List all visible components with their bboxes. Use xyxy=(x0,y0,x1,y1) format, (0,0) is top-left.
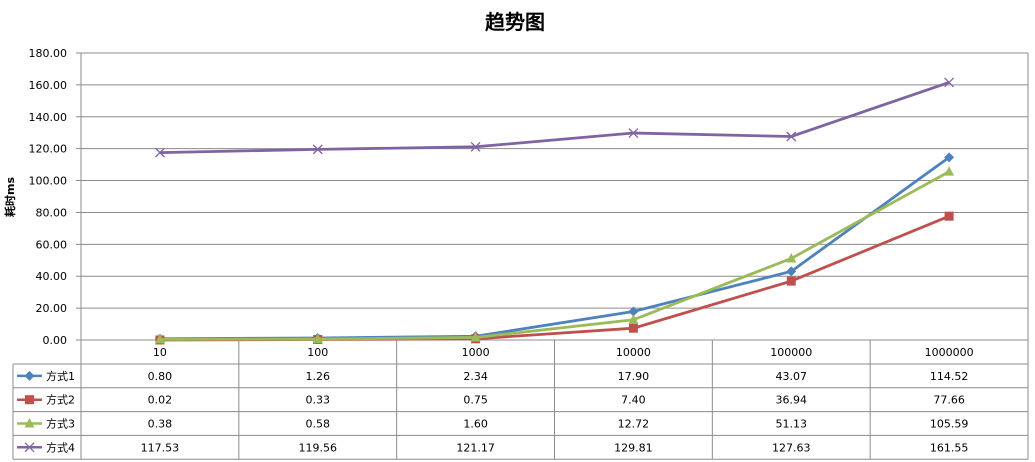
table-cell-value: 1.60 xyxy=(463,418,488,431)
table-cell-value: 127.63 xyxy=(772,441,811,454)
legend-label: 方式3 xyxy=(46,417,75,431)
series-方式3 xyxy=(154,166,955,344)
y-tick-label: 40.00 xyxy=(36,270,68,283)
data-point xyxy=(944,152,955,163)
table-cell-value: 0.33 xyxy=(306,394,331,407)
data-point xyxy=(24,442,35,453)
data-point xyxy=(786,131,797,142)
table-cell-value: 51.13 xyxy=(776,418,808,431)
y-tick-label: 160.00 xyxy=(29,79,68,92)
x-tick-label: 10000 xyxy=(616,346,651,359)
table-cell-value: 0.58 xyxy=(306,418,331,431)
data-point xyxy=(944,77,955,88)
y-tick-label: 0.00 xyxy=(43,334,68,347)
table-cell-value: 119.56 xyxy=(299,441,338,454)
data-table: 10 100 1000 10000 100000 1000000 方式1 0.80 1.26 2.… xyxy=(12,340,1029,460)
table-cell-value: 12.72 xyxy=(618,418,650,431)
y-tick-label: 60.00 xyxy=(36,238,68,251)
data-point xyxy=(25,395,34,405)
table-cell-value: 77.66 xyxy=(933,394,965,407)
y-tick-label: 20.00 xyxy=(36,302,68,315)
legend-item: 方式4 xyxy=(17,440,75,454)
x-tick-label: 100 xyxy=(307,346,328,359)
data-point xyxy=(470,331,481,342)
data-point xyxy=(628,306,639,317)
x-tick-label: 10 xyxy=(153,346,167,359)
data-point xyxy=(944,211,954,221)
table-cell-value: 36.94 xyxy=(776,394,808,407)
table-cell-value: 0.38 xyxy=(148,418,173,431)
table-cell-value: 114.52 xyxy=(930,370,969,383)
legend-item: 方式3 xyxy=(17,417,75,431)
data-point xyxy=(786,252,797,263)
data-point xyxy=(470,141,481,152)
series-方式4 xyxy=(154,77,955,158)
legend-label: 方式2 xyxy=(46,393,75,407)
table-cell-value: 161.55 xyxy=(930,441,969,454)
chart-title: 趋势图 xyxy=(485,10,545,34)
y-axis-ticks: 0.00 20.00 40.00 60.00 80.00 100.00 120.00 140.… xyxy=(29,47,68,347)
y-tick-label: 100.00 xyxy=(29,175,68,188)
table-cell-value: 43.07 xyxy=(776,370,808,383)
data-point xyxy=(628,314,639,324)
y-axis-label: 耗时ms xyxy=(3,177,17,217)
data-point xyxy=(944,166,955,176)
table-cell-value: 117.53 xyxy=(141,441,180,454)
table-cell-value: 7.40 xyxy=(621,394,646,407)
series-line xyxy=(159,170,950,341)
table-cell-value: 0.75 xyxy=(463,394,488,407)
x-tick-label: 1000 xyxy=(462,346,490,359)
x-tick-label: 1000000 xyxy=(925,346,974,359)
data-point xyxy=(24,418,35,428)
data-point xyxy=(786,266,797,277)
data-point xyxy=(154,147,165,158)
legend-label: 方式4 xyxy=(46,440,75,454)
data-point xyxy=(786,276,796,286)
table-cell-value: 0.80 xyxy=(148,370,173,383)
data-point xyxy=(154,333,165,344)
legend-label: 方式1 xyxy=(46,369,75,383)
data-point xyxy=(312,333,323,344)
y-tick-label: 80.00 xyxy=(36,206,68,219)
legend-item: 方式2 xyxy=(17,393,75,407)
data-point xyxy=(312,144,323,155)
table-cell-value: 105.59 xyxy=(930,418,969,431)
table-cell-value: 2.34 xyxy=(463,370,488,383)
legend-item: 方式1 xyxy=(17,369,75,383)
grid-lines xyxy=(76,52,1029,341)
x-tick-label: 100000 xyxy=(770,346,812,359)
data-point xyxy=(628,323,638,333)
series-方式1 xyxy=(154,152,955,344)
y-tick-label: 140.00 xyxy=(29,111,68,124)
data-point xyxy=(24,370,35,381)
series-lines xyxy=(154,77,955,345)
table-cell-value: 17.90 xyxy=(618,370,650,383)
series-line xyxy=(159,81,950,155)
table-cell-value: 0.02 xyxy=(148,394,173,407)
series-line xyxy=(159,214,950,342)
y-tick-label: 180.00 xyxy=(29,47,68,60)
y-tick-label: 120.00 xyxy=(29,143,68,156)
table-cell-value: 1.26 xyxy=(306,370,331,383)
data-point xyxy=(628,128,639,138)
table-cell-value: 129.81 xyxy=(614,441,653,454)
table-cell-value: 121.17 xyxy=(456,441,495,454)
series-line xyxy=(159,156,950,341)
